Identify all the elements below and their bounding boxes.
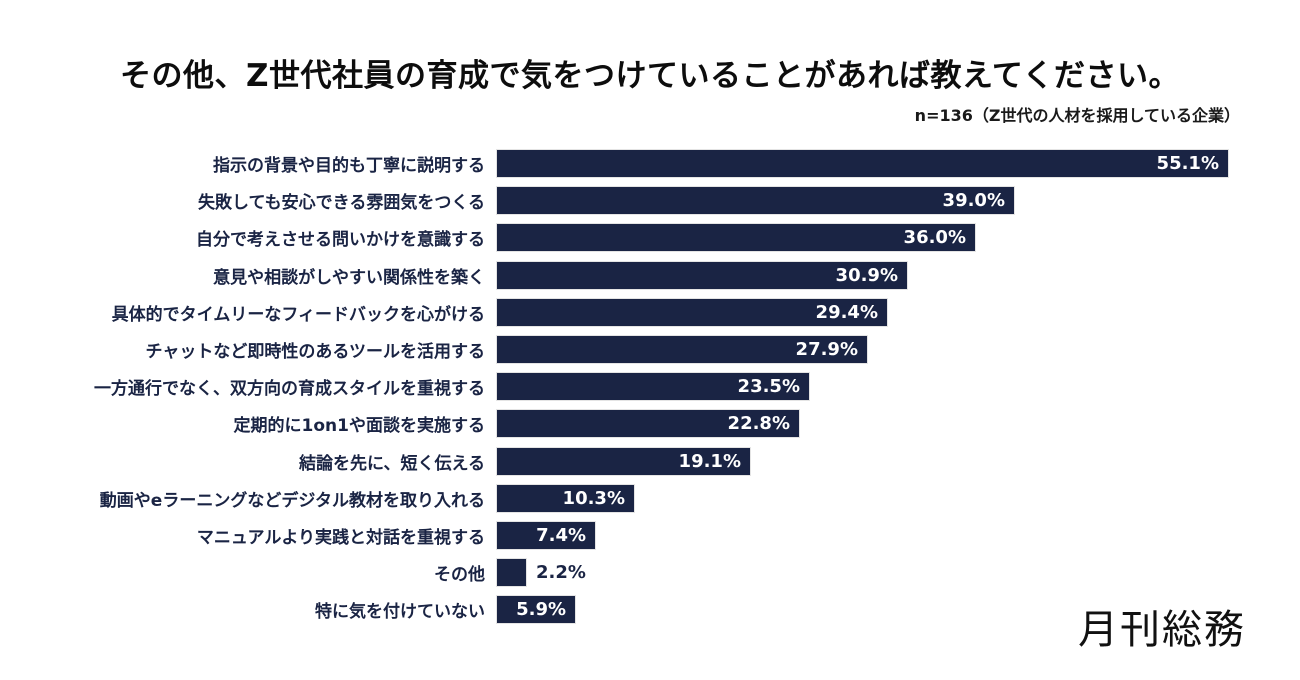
chart-row: 動画やeラーニングなどデジタル教材を取り入れる 10.3% bbox=[20, 480, 1280, 517]
bar-track: 55.1% bbox=[497, 150, 1280, 178]
bar-track: 29.4% bbox=[497, 298, 1280, 326]
category-label: 具体的でタイムリーなフィードバックを心がける bbox=[111, 304, 485, 325]
bar-track: 10.3% bbox=[497, 484, 1280, 512]
value-label: 19.1% bbox=[678, 450, 741, 472]
chart-row: 自分で考えさせる問いかけを意識する 36.0% bbox=[20, 219, 1280, 256]
chart-row: 特に気を付けていない 5.9% bbox=[20, 591, 1280, 628]
chart-row: マニュアルより実践と対話を重視する 7.4% bbox=[20, 517, 1280, 554]
sample-size-note: n=136（Z世代の人材を採用している企業） bbox=[914, 106, 1240, 125]
chart-row: チャットなど即時性のあるツールを活用する 27.9% bbox=[20, 331, 1280, 368]
bar bbox=[497, 298, 887, 326]
value-label: 30.9% bbox=[835, 264, 898, 286]
bar-track: 19.1% bbox=[497, 447, 1280, 475]
bar bbox=[497, 521, 595, 549]
bar bbox=[497, 484, 634, 512]
value-label: 27.9% bbox=[795, 339, 858, 361]
bar bbox=[497, 373, 809, 401]
chart-row: 意見や相談がしやすい関係性を築く 30.9% bbox=[20, 257, 1280, 294]
value-label: 2.2% bbox=[536, 562, 586, 584]
category-label: 意見や相談がしやすい関係性を築く bbox=[213, 267, 485, 288]
chart-row: 失敗しても安心できる雰囲気をつくる 39.0% bbox=[20, 182, 1280, 219]
bar-track: 22.8% bbox=[497, 410, 1280, 438]
category-label: 特に気を付けていない bbox=[315, 602, 485, 623]
bar bbox=[497, 261, 907, 289]
category-label: 自分で考えさせる問いかけを意識する bbox=[196, 230, 485, 251]
value-label: 39.0% bbox=[942, 190, 1005, 212]
bar-track: 5.9% bbox=[497, 596, 1280, 624]
bar-track: 30.9% bbox=[497, 261, 1280, 289]
bar-track: 2.2% bbox=[497, 559, 1280, 587]
category-label: その他 bbox=[434, 565, 485, 586]
bar bbox=[497, 596, 575, 624]
chart-row: 一方通行でなく、双方向の育成スタイルを重視する 23.5% bbox=[20, 368, 1280, 405]
bar bbox=[497, 187, 1014, 215]
category-label: 動画やeラーニングなどデジタル教材を取り入れる bbox=[99, 490, 485, 511]
chart-title: その他、Z世代社員の育成で気をつけていることがあれば教えてください。 bbox=[120, 58, 1180, 94]
chart-row: 具体的でタイムリーなフィードバックを心がける 29.4% bbox=[20, 294, 1280, 331]
bar bbox=[497, 410, 799, 438]
category-label: 結論を先に、短く伝える bbox=[299, 453, 485, 474]
category-label: 定期的に1on1や面談を実施する bbox=[233, 416, 485, 437]
bar bbox=[497, 224, 975, 252]
category-label: 一方通行でなく、双方向の育成スタイルを重視する bbox=[94, 379, 485, 400]
value-label: 5.9% bbox=[516, 599, 566, 621]
value-label: 55.1% bbox=[1156, 153, 1219, 175]
category-label: 指示の背景や目的も丁寧に説明する bbox=[213, 156, 485, 177]
value-label: 7.4% bbox=[536, 524, 586, 546]
value-label: 36.0% bbox=[903, 227, 966, 249]
value-label: 23.5% bbox=[737, 376, 800, 398]
bar-track: 39.0% bbox=[497, 187, 1280, 215]
value-label: 10.3% bbox=[562, 487, 625, 509]
value-label: 22.8% bbox=[727, 413, 790, 435]
bar bbox=[497, 336, 867, 364]
value-label: 29.4% bbox=[815, 301, 878, 323]
category-label: チャットなど即時性のあるツールを活用する bbox=[145, 342, 486, 363]
bar-track: 7.4% bbox=[497, 521, 1280, 549]
chart-row: その他 2.2% bbox=[20, 554, 1280, 591]
bar-track: 36.0% bbox=[497, 224, 1280, 252]
chart-row: 結論を先に、短く伝える 19.1% bbox=[20, 443, 1280, 480]
bar-track: 27.9% bbox=[497, 336, 1280, 364]
category-label: 失敗しても安心できる雰囲気をつくる bbox=[198, 193, 485, 214]
bar-track: 23.5% bbox=[497, 373, 1280, 401]
horizontal-bar-chart: 指示の背景や目的も丁寧に説明する 55.1% 失敗しても安心できる雰囲気をつくる 39… bbox=[20, 145, 1280, 628]
bar bbox=[497, 150, 1228, 178]
chart-row: 定期的に1on1や面談を実施する 22.8% bbox=[20, 405, 1280, 442]
bar bbox=[497, 559, 526, 587]
bar bbox=[497, 447, 750, 475]
publisher-logo: 月刊総務 bbox=[1078, 607, 1246, 653]
chart-row: 指示の背景や目的も丁寧に説明する 55.1% bbox=[20, 145, 1280, 182]
category-label: マニュアルより実践と対話を重視する bbox=[196, 527, 485, 548]
